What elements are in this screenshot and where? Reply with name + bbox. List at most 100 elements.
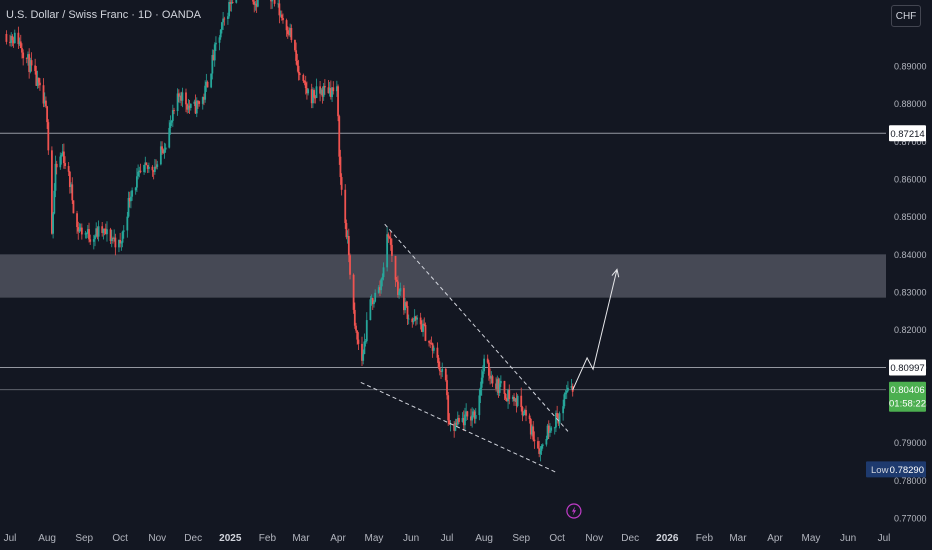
candle [168, 120, 171, 149]
candle [479, 381, 482, 404]
candle-body [37, 77, 40, 83]
candle [152, 169, 155, 180]
candle [528, 413, 531, 424]
candle-body [70, 184, 72, 188]
candle [28, 48, 31, 79]
candle [186, 103, 189, 114]
resistance-zone[interactable] [0, 254, 886, 298]
candle [570, 378, 573, 390]
candle [159, 141, 162, 166]
candle-body [35, 71, 38, 86]
candle [92, 234, 95, 250]
lightning-icon[interactable] [566, 503, 582, 519]
candle-body [164, 147, 167, 150]
candle [397, 275, 399, 298]
candle-body [388, 236, 391, 239]
candle [64, 156, 66, 170]
candle-body [27, 54, 29, 59]
candle [455, 419, 458, 428]
currency-button[interactable]: CHF [891, 5, 921, 27]
candle-body [46, 106, 49, 123]
candle-body [271, 0, 274, 2]
candle [531, 424, 533, 437]
candle [370, 294, 373, 306]
candle-body [547, 425, 550, 433]
candle-body [104, 228, 107, 235]
candle [19, 34, 22, 49]
candle-body [96, 228, 99, 237]
candle [294, 39, 296, 52]
candle [523, 408, 526, 416]
candle [480, 369, 483, 396]
candle [428, 340, 430, 347]
candle-body [210, 73, 213, 88]
candle [67, 162, 70, 176]
candle [444, 367, 447, 382]
wedge-lower-line[interactable] [360, 381, 558, 474]
candle-body [78, 229, 81, 232]
candle [525, 405, 527, 422]
x-tick-label: Oct [549, 533, 565, 544]
candle-body [340, 177, 343, 190]
candle-body [555, 413, 557, 428]
candle [440, 370, 442, 379]
candle [362, 349, 365, 365]
candle-body [189, 103, 192, 108]
candle [147, 162, 150, 173]
candle-body [88, 229, 90, 240]
candle [355, 322, 357, 333]
candle-body [458, 417, 460, 422]
candle-body [562, 406, 565, 414]
candle [505, 397, 508, 402]
projection-arrow[interactable] [572, 269, 618, 391]
low-marker-bg [866, 461, 926, 478]
x-tick-label: Feb [259, 533, 277, 544]
candle-body [76, 213, 78, 228]
candle-body [446, 380, 448, 396]
candle-body [531, 426, 533, 435]
candle [564, 389, 567, 399]
candle [13, 29, 16, 44]
candle [327, 79, 330, 94]
candle-body [110, 238, 113, 241]
candle [399, 282, 402, 296]
candle-body [5, 33, 8, 42]
candle-body [322, 85, 325, 97]
x-tick-label: May [802, 533, 821, 544]
candle [204, 80, 207, 103]
candle-body [211, 55, 214, 74]
candle [5, 30, 8, 45]
candle-body [270, 0, 272, 2]
candle-body [212, 55, 215, 61]
candle [437, 354, 440, 370]
candle [181, 87, 184, 108]
symbol-title[interactable]: U.S. Dollar / Swiss Franc · 1D · OANDA [6, 9, 201, 21]
candle-body [448, 420, 451, 425]
candle-body [296, 60, 299, 66]
candle [95, 222, 98, 238]
candle-body [312, 90, 314, 104]
candle [429, 339, 432, 348]
candle-body [529, 419, 532, 435]
candle [352, 273, 355, 314]
candle-body [52, 213, 55, 234]
candle [377, 285, 380, 294]
candle-body [391, 244, 393, 256]
candle-body [387, 234, 390, 237]
level-price-label-bg [889, 125, 926, 142]
x-tick-label: Mar [292, 533, 310, 544]
candle [499, 375, 502, 387]
candle [54, 155, 57, 198]
candle [271, 0, 274, 9]
candle-body [488, 362, 490, 376]
x-tick-label: Oct [112, 533, 128, 544]
candle-body [503, 380, 506, 394]
candle [312, 87, 314, 109]
candle [253, 0, 256, 13]
candle [423, 317, 426, 327]
candle-body [10, 35, 13, 43]
low-marker-title: Low [871, 465, 889, 476]
candle [97, 220, 100, 242]
candle [496, 375, 499, 396]
